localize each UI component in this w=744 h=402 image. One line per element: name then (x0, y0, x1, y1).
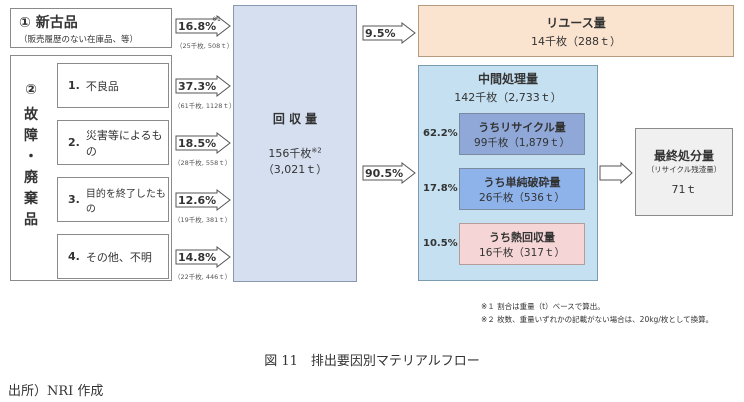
figure-caption: 図 11 排出要因別マテリアルフロー (264, 354, 480, 369)
reason-box-disaster: 2. 災害等によるもの (57, 120, 169, 165)
collection-weight: （3,021ｔ） (262, 163, 328, 176)
new-items-subtitle: （販売履歴のない在庫品、等） (19, 35, 139, 45)
disposal-label: ② 故 障 ・ 廃 棄 品 (16, 80, 46, 231)
reason-pct: 37.3% (178, 79, 217, 93)
shred-title: うち単純破砕量 (483, 175, 561, 189)
note-2: ※２ 枚数、重量いずれかの記載がない場合は、20kg/枚として換算。 (481, 315, 714, 324)
source-note: 出所）NRI 作成 (8, 384, 104, 399)
recycle-title: うちリサイクル量 (478, 120, 566, 134)
collection-title: 回 収 量 (272, 112, 318, 126)
new-items-number: ① (19, 15, 31, 31)
note-1: ※１ 割合は重量（t）ベースで算出。 (481, 302, 605, 311)
disposal-char: 障 (24, 128, 38, 144)
final-box: 最終処分量 （リサイクル残渣量） 71ｔ (635, 128, 733, 216)
reason-count: （61千枚, 1128ｔ） (174, 102, 236, 110)
reuse-box: リユース量 14千枚（288ｔ） (418, 5, 734, 57)
intermediate-header: 中間処理量 142千枚（2,733ｔ） (418, 70, 598, 105)
reason-label: その他、不明 (85, 250, 152, 264)
final-title: 最終処分量 (653, 149, 714, 163)
final-amount: 71ｔ (671, 183, 697, 196)
disposal-char: ・ (24, 149, 38, 165)
intermediate-title: 中間処理量 (477, 72, 538, 86)
reason-label: 不良品 (85, 79, 119, 93)
shred-amount: 26千枚（536ｔ） (479, 191, 565, 204)
reason-number: 2. (68, 136, 80, 149)
reuse-title: リユース量 (546, 15, 606, 30)
disposal-char: 廃 (24, 170, 38, 186)
reason-arrow-purpose-ended: 12.6% (175, 189, 231, 211)
new-items-count: （25千枚, 508ｔ） (176, 42, 234, 50)
reason-count: （28千枚, 558ｔ） (174, 159, 232, 167)
reuse-pct: 9.5% (365, 26, 396, 40)
reason-arrow-other: 14.8% (175, 246, 231, 268)
reason-label: 災害等によるもの (85, 128, 163, 158)
disposal-char: 品 (24, 212, 38, 228)
reason-pct: 18.5% (178, 136, 217, 150)
shred-pct: 17.8% (423, 183, 458, 194)
reason-number: 4. (68, 250, 80, 263)
new-items-pct: 16.8% (178, 19, 217, 33)
final-arrow (599, 162, 633, 184)
reuse-arrow: 9.5% (362, 22, 416, 44)
reason-number: 3. (68, 193, 80, 206)
reason-pct: 12.6% (178, 193, 217, 207)
shred-box: うち単純破砕量 26千枚（536ｔ） (459, 168, 585, 210)
intermediate-amount: 142千枚（2,733ｔ） (454, 91, 562, 104)
reason-box-other: 4. その他、不明 (57, 234, 169, 279)
heat-pct: 10.5% (423, 238, 458, 249)
new-items-note-mark: ※1 (212, 16, 221, 23)
reason-box-purpose-ended: 3. 目的を終了したもの (57, 177, 169, 222)
reason-count: （22千枚, 446ｔ） (174, 273, 232, 281)
heat-amount: 16千枚（317ｔ） (479, 246, 565, 259)
collection-box: 回 収 量 156千枚※2 （3,021ｔ） (233, 5, 357, 282)
recycle-box: うちリサイクル量 99千枚（1,879ｔ） (459, 113, 585, 155)
reuse-amount: 14千枚（288ｔ） (531, 34, 621, 48)
reason-arrow-defective: 37.3% (175, 75, 231, 97)
heat-box: うち熱回収量 16千枚（317ｔ） (459, 223, 585, 265)
disposal-char: 棄 (24, 191, 38, 207)
new-items-title: 新古品 (35, 15, 78, 31)
new-items-arrow: 16.8% ※1 (175, 15, 231, 37)
new-items-box: ① 新古品 （販売履歴のない在庫品、等） (10, 8, 172, 48)
recycle-amount: 99千枚（1,879ｔ） (474, 136, 570, 149)
final-sub: （リサイクル残渣量） (646, 165, 722, 174)
intermediate-arrow: 90.5% (362, 162, 416, 184)
reason-number: 1. (68, 79, 80, 92)
disposal-char: 故 (24, 107, 38, 123)
reason-box-defective: 1. 不良品 (57, 63, 169, 108)
collection-note-mark: ※2 (311, 146, 322, 155)
heat-title: うち熱回収量 (489, 230, 555, 244)
reason-arrow-disaster: 18.5% (175, 132, 231, 154)
collection-amount: 156千枚 (268, 147, 312, 160)
disposal-number: ② (25, 82, 37, 98)
reason-label: 目的を終了したもの (85, 188, 166, 215)
intermediate-pct: 90.5% (365, 166, 404, 180)
reason-pct: 14.8% (178, 250, 217, 264)
reason-count: （19千枚, 381ｔ） (174, 216, 232, 224)
recycle-pct: 62.2% (423, 128, 458, 139)
